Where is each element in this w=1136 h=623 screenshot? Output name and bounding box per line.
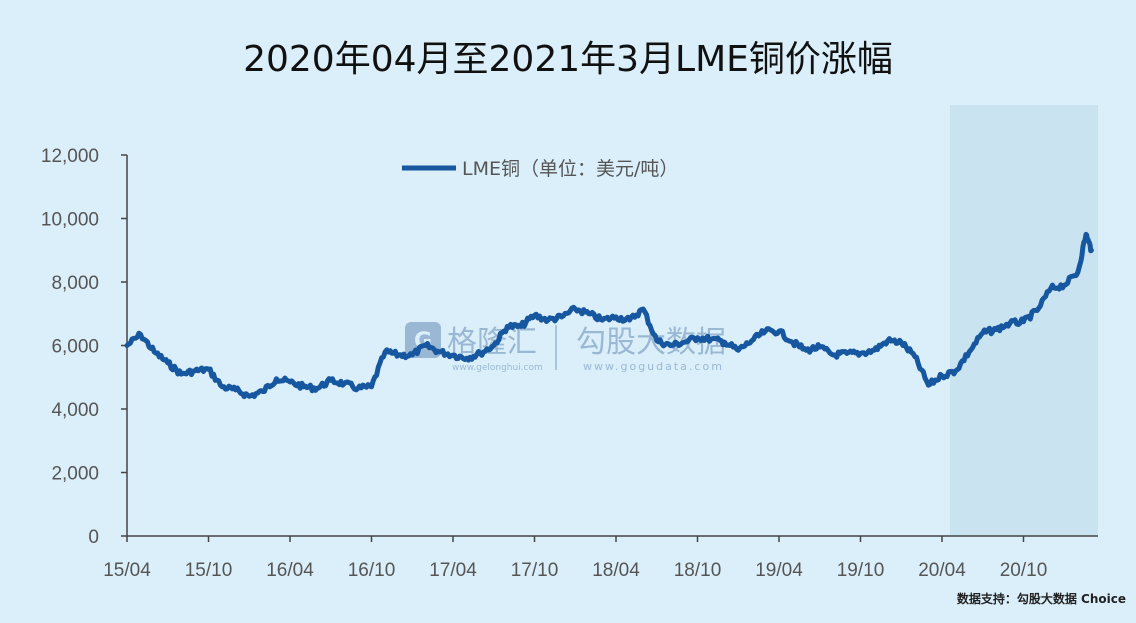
x-tick-label: 18/04: [592, 560, 640, 581]
x-tick-label: 19/10: [837, 560, 885, 581]
legend-label: LME铜（单位：美元/吨）: [462, 158, 678, 180]
x-tick-label: 19/04: [755, 560, 803, 581]
y-tick-label: 2,000: [51, 464, 99, 485]
x-tick-label: 16/10: [348, 560, 396, 581]
x-tick-label: 16/04: [266, 560, 314, 581]
footer-source: 数据支持：勾股大数据 Choice: [956, 592, 1126, 606]
watermark-brand: 格隆汇: [447, 325, 537, 360]
chart-title: 2020年04月至2021年3月LME铜价涨幅: [243, 39, 893, 80]
series-line-lme-copper: [124, 231, 1094, 400]
watermark-data-url: www.gogudata.com: [583, 360, 724, 373]
axes: 0 2,000 4,000 6,000 8,000 10,000 12,000 15/04 15…: [41, 146, 1098, 581]
watermark-brand-url: www.gelonghui.com: [452, 363, 543, 373]
x-tick-label: 20/04: [918, 560, 966, 581]
x-tick-label: 15/10: [185, 560, 233, 581]
y-tick-label: 10,000: [41, 210, 99, 231]
x-tick-label: 20/10: [1000, 560, 1048, 581]
x-tick-label: 17/10: [511, 560, 559, 581]
x-tick-label: 18/10: [674, 560, 722, 581]
y-tick-label: 8,000: [51, 273, 99, 294]
y-tick-label: 4,000: [51, 400, 99, 421]
legend: LME铜（单位：美元/吨）: [402, 158, 678, 180]
y-tick-label: 12,000: [41, 146, 99, 167]
y-tick-label: 0: [88, 527, 99, 548]
x-tick-label: 15/04: [103, 560, 151, 581]
x-tick-label: 17/04: [429, 560, 477, 581]
y-tick-label: 6,000: [51, 337, 99, 358]
